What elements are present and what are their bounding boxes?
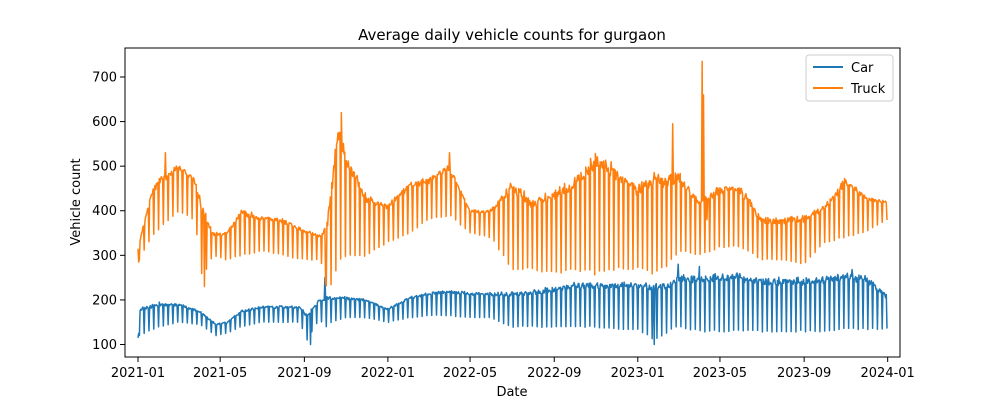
- y-tick-label: 500: [92, 160, 117, 175]
- series-line-car: [137, 263, 888, 346]
- x-tick-label: 2022-01: [361, 366, 415, 381]
- legend-label-car: Car: [851, 61, 874, 76]
- series-layer: [137, 60, 888, 346]
- x-axis: 2021-01 2021-05 2021-09 2022-01 2022-05 2022-…: [111, 357, 915, 381]
- y-axis: 100 200 300 400 500 600 700: [92, 70, 125, 353]
- x-tick-label: 2021-05: [193, 366, 247, 381]
- y-axis-title: Vehicle count: [69, 158, 84, 245]
- plot-frame: [124, 47, 901, 358]
- x-tick-label: 2022-05: [443, 366, 497, 381]
- x-tick-label: 2022-09: [527, 366, 581, 381]
- series-line-truck: [137, 60, 888, 288]
- legend: Car Truck: [805, 54, 894, 102]
- x-tick-label: 2023-01: [611, 366, 665, 381]
- y-tick-label: 300: [92, 249, 117, 264]
- chart-title: Average daily vehicle counts for gurgaon: [358, 26, 666, 44]
- x-tick-label: 2021-09: [277, 366, 331, 381]
- y-tick-label: 100: [92, 338, 117, 353]
- y-tick-label: 200: [92, 293, 117, 308]
- x-tick-label: 2023-05: [693, 366, 747, 381]
- y-tick-label: 400: [92, 204, 117, 219]
- y-tick-label: 700: [92, 70, 117, 85]
- x-tick-label: 2021-01: [111, 366, 165, 381]
- y-tick-label: 600: [92, 115, 117, 130]
- x-axis-title: Date: [496, 385, 527, 400]
- x-tick-label: 2023-09: [777, 366, 831, 381]
- x-tick-label: 2024-01: [861, 366, 915, 381]
- legend-label-truck: Truck: [850, 82, 886, 97]
